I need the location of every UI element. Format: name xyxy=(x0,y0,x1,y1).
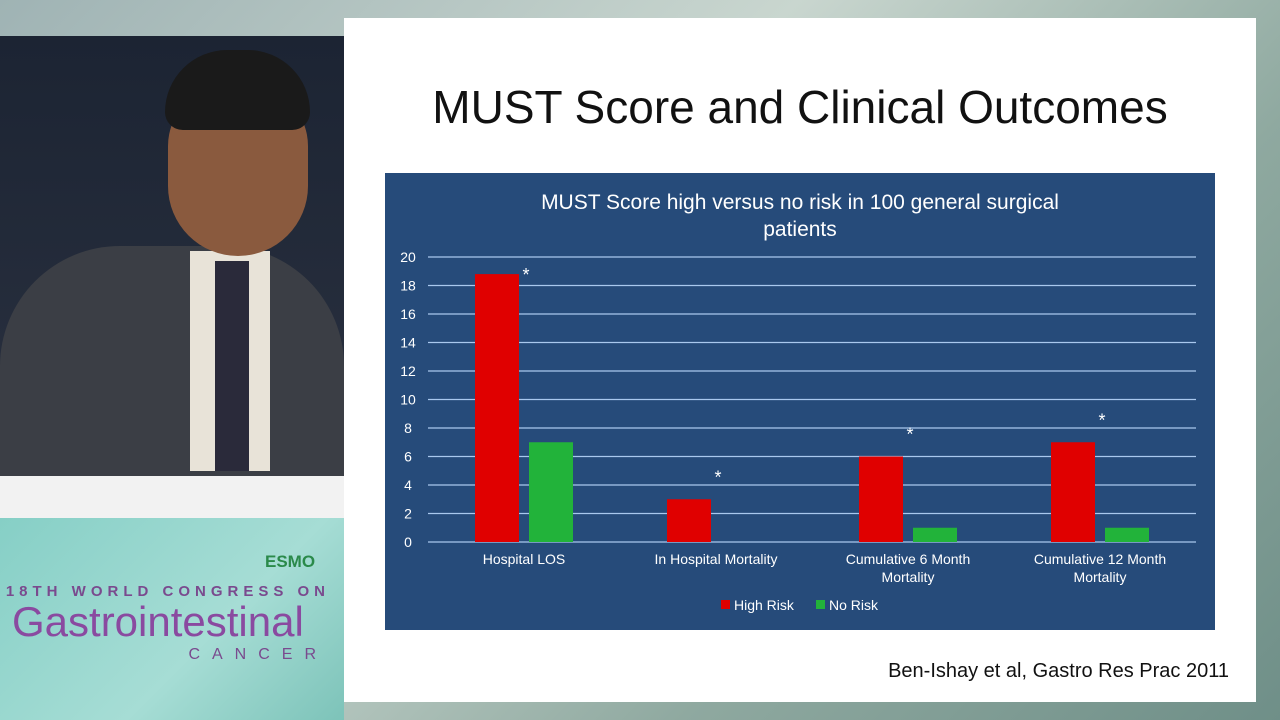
x-tick-label: Cumulative 6 Month xyxy=(846,551,971,567)
slide: MUST Score and Clinical Outcomes MUST Sc… xyxy=(344,18,1256,702)
slide-title: MUST Score and Clinical Outcomes xyxy=(432,81,1168,133)
citation: Ben-Ishay et al, Gastro Res Prac 2011 xyxy=(888,660,1229,682)
speaker-video xyxy=(0,36,344,476)
y-tick-label: 4 xyxy=(404,477,412,493)
y-tick-label: 0 xyxy=(404,534,412,550)
legend-label: No Risk xyxy=(829,597,879,613)
significance-marker: * xyxy=(714,467,721,487)
x-tick-label: In Hospital Mortality xyxy=(655,551,778,567)
bar-no-risk xyxy=(529,442,573,542)
x-tick-label: Mortality xyxy=(882,569,935,585)
congress-banner: ESMO 18TH WORLD CONGRESS ON Gastrointest… xyxy=(0,518,344,720)
banner-main: Gastrointestinal xyxy=(12,598,304,645)
y-tick-label: 14 xyxy=(400,335,416,351)
chart-title: patients xyxy=(763,218,837,241)
legend-swatch xyxy=(721,600,730,609)
y-tick-label: 16 xyxy=(400,306,416,322)
speaker-hair xyxy=(165,50,310,130)
speaker-tie xyxy=(215,261,249,471)
bar-no-risk xyxy=(1105,527,1149,542)
y-tick-label: 10 xyxy=(400,392,416,408)
x-tick-label: Mortality xyxy=(1074,569,1127,585)
chart: MUST Score high versus no risk in 100 ge… xyxy=(385,173,1215,630)
esmo-logo: ESMO xyxy=(265,552,316,571)
y-tick-label: 12 xyxy=(400,363,416,379)
legend-label: High Risk xyxy=(734,597,795,613)
bar-high-risk xyxy=(859,456,903,542)
banner-sub: CANCER xyxy=(188,646,328,663)
y-tick-label: 2 xyxy=(404,506,412,522)
podium xyxy=(0,476,344,518)
legend-swatch xyxy=(816,600,825,609)
significance-marker: * xyxy=(1098,410,1105,430)
x-tick-label: Cumulative 12 Month xyxy=(1034,551,1166,567)
bar-high-risk xyxy=(667,499,711,542)
y-tick-label: 18 xyxy=(400,278,416,294)
banner-edition: 18TH WORLD CONGRESS ON xyxy=(5,583,330,600)
bar-no-risk xyxy=(913,527,957,542)
x-tick-label: Hospital LOS xyxy=(483,551,565,567)
bar-high-risk xyxy=(475,274,519,542)
significance-marker: * xyxy=(522,265,529,285)
y-tick-label: 8 xyxy=(404,420,412,436)
bar-high-risk xyxy=(1051,442,1095,542)
chart-title: MUST Score high versus no risk in 100 ge… xyxy=(541,191,1059,214)
y-tick-label: 6 xyxy=(404,449,412,465)
significance-marker: * xyxy=(906,425,913,445)
speaker-suit xyxy=(0,246,344,476)
chart-svg: MUST Score high versus no risk in 100 ge… xyxy=(400,191,1196,613)
y-tick-label: 20 xyxy=(400,249,416,265)
